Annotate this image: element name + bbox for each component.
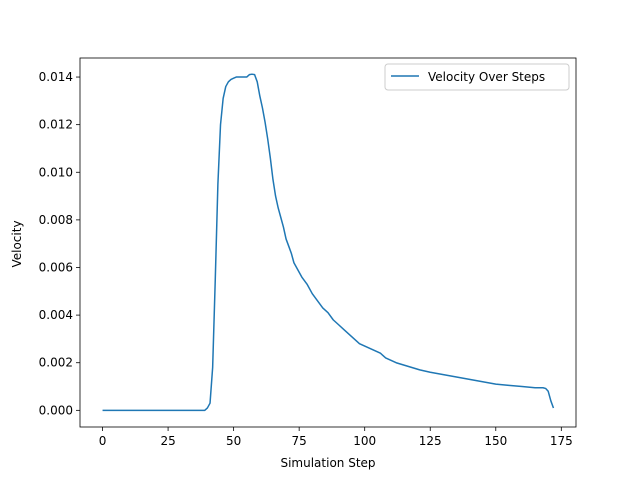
legend-entry: Velocity Over Steps (428, 70, 545, 84)
y-tick-label: 0.008 (39, 213, 73, 227)
x-tick-label: 100 (353, 434, 376, 448)
x-tick-label: 125 (419, 434, 442, 448)
x-axis: 0 25 50 75 100 125 150 175 (99, 427, 573, 448)
x-tick-label: 25 (160, 434, 175, 448)
y-axis-label: Velocity (10, 220, 24, 267)
y-tick-label: 0.012 (39, 118, 73, 132)
y-tick-label: 0.006 (39, 260, 73, 274)
legend-box (384, 63, 570, 91)
y-tick-label: 0.002 (39, 356, 73, 370)
series-line (102, 73, 555, 412)
x-tick-label: 150 (484, 434, 507, 448)
legend: Velocity Over Steps (384, 63, 570, 91)
axes-frame (79, 57, 577, 428)
x-tick-label: 75 (292, 434, 307, 448)
plot-area (102, 73, 555, 412)
y-tick-label: 0.004 (39, 308, 73, 322)
x-tick-label: 175 (550, 434, 573, 448)
y-tick-label: 0.010 (39, 165, 73, 179)
x-tick-label: 50 (226, 434, 241, 448)
y-tick-label: 0.014 (39, 70, 73, 84)
x-tick-label: 0 (99, 434, 107, 448)
y-tick-label: 0.000 (39, 403, 73, 417)
y-axis: 0.000 0.002 0.004 0.006 0.008 0.010 0.012 0.014 (39, 70, 80, 417)
x-axis-label: Simulation Step (280, 456, 375, 470)
